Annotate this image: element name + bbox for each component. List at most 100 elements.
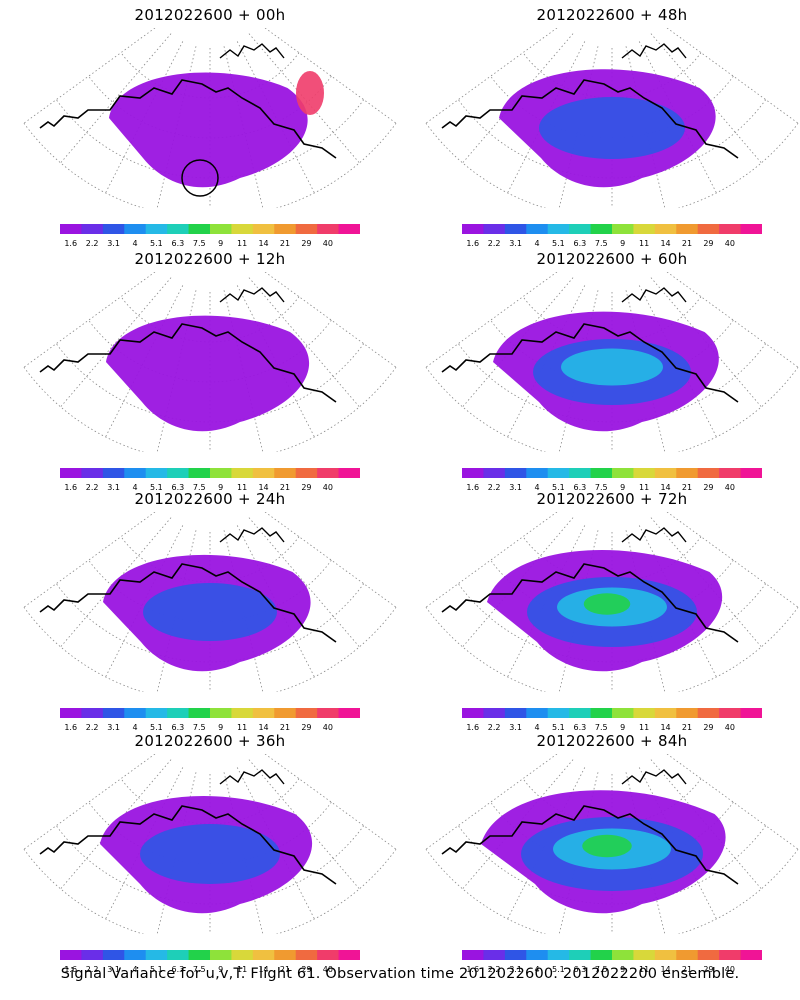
latitude-line — [522, 778, 702, 825]
map-panel: 2012022600 + 84h 1.6 2.2 3.1 4 5.1 6.3 7.5 9 11 14… — [422, 732, 800, 974]
colorbar-swatch — [188, 224, 211, 234]
colorbar-tick-label: 21 — [280, 239, 290, 248]
meridian-line — [666, 272, 799, 368]
observation-circle — [181, 159, 219, 197]
colorbar-tick-label: 7.5 — [595, 239, 608, 248]
meridian-line — [425, 28, 558, 124]
colorbar-swatch — [317, 468, 340, 478]
colorbar-swatch — [590, 224, 613, 234]
colorbar-swatch — [124, 708, 147, 718]
colorbar-tick-label: 40 — [725, 483, 735, 492]
colorbar-tick-label: 3.1 — [107, 483, 120, 492]
map-panel: 2012022600 + 12h 1.6 2.2 3.1 4 5.1 6.3 7.5 9 11 14… — [20, 250, 400, 492]
latitude-line — [522, 296, 702, 343]
map-panel: 2012022600 + 36h 1.6 2.2 3.1 4 5.1 6.3 7.5 9 11 14… — [20, 732, 400, 974]
colorbar-swatch — [145, 224, 168, 234]
colorbar-swatch — [167, 468, 190, 478]
colorbar-swatch — [740, 950, 762, 960]
meridian-line — [23, 272, 156, 368]
colorbar: 1.6 2.2 3.1 4 5.1 6.3 7.5 9 11 14 21 29 40 — [60, 468, 360, 492]
colorbar-tick-label: 3.1 — [509, 483, 522, 492]
colorbar-tick-label: 11 — [237, 723, 247, 732]
colorbar-tick-label: 29 — [301, 965, 311, 974]
colorbar-swatch — [612, 468, 634, 478]
colorbar: 1.6 2.2 3.1 4 5.1 6.3 7.5 9 11 14 21 29 40 — [462, 708, 762, 732]
colorbar-swatch — [102, 708, 125, 718]
variance-region-peak — [582, 834, 632, 858]
colorbar-swatch — [124, 468, 147, 478]
variance-region-high — [561, 348, 663, 386]
coastline — [621, 43, 687, 59]
variance-field — [103, 554, 311, 672]
colorbar-tick-label: 40 — [323, 239, 333, 248]
meridian-line — [666, 512, 799, 608]
colorbar-swatch — [590, 708, 613, 718]
coastline — [621, 769, 687, 785]
colorbar-swatch — [231, 950, 254, 960]
meridian-line — [248, 517, 360, 648]
colorbar-tick-label: 9 — [218, 239, 223, 248]
colorbar-tick-label: 11 — [639, 239, 649, 248]
colorbar-swatch — [740, 224, 762, 234]
colorbar-tick-label: 5.1 — [150, 965, 163, 974]
colorbar-swatch — [295, 708, 318, 718]
colorbar-tick-label: 2.2 — [86, 483, 99, 492]
panel-title: 2012022600 + 60h — [536, 250, 688, 268]
colorbar-swatch — [462, 708, 484, 718]
colorbar-swatch — [504, 950, 527, 960]
colorbar-swatch — [102, 950, 125, 960]
colorbar-swatch — [295, 224, 318, 234]
colorbar-tick-label: 40 — [323, 483, 333, 492]
colorbar-tick-label: 1.6 — [466, 723, 479, 732]
colorbar-swatch — [590, 950, 613, 960]
colorbar-tick-label: 21 — [682, 239, 692, 248]
colorbar-swatch — [252, 950, 275, 960]
variance-region-mid — [143, 583, 277, 641]
variance-region-peak — [583, 593, 631, 615]
colorbar-tick-label: 21 — [682, 723, 692, 732]
colorbar-tick-label: 2.2 — [488, 483, 501, 492]
colorbar-swatch — [740, 468, 762, 478]
colorbar-swatch — [483, 708, 506, 718]
latitude-line — [120, 52, 300, 99]
colorbar-swatch — [654, 224, 677, 234]
colorbar-swatch — [252, 224, 275, 234]
colorbar-swatch — [569, 950, 592, 960]
colorbar-tick-label: 9 — [218, 723, 223, 732]
map-panel: 2012022600 + 72h 1.6 2.2 3.1 4 5.1 6.3 7.5 9 11 14… — [422, 490, 800, 732]
meridian-line — [264, 28, 397, 124]
colorbar-tick-label: 6.3 — [171, 483, 184, 492]
colorbar-swatch — [547, 468, 570, 478]
coastline — [219, 769, 285, 785]
colorbar-swatch — [547, 950, 570, 960]
colorbar-swatch — [102, 224, 125, 234]
meridian-line — [425, 512, 558, 608]
latitude-line — [55, 343, 365, 423]
colorbar-swatch — [483, 468, 506, 478]
colorbar-swatch — [740, 708, 762, 718]
latitude-line — [425, 366, 799, 452]
colorbar-tick-label: 1.6 — [466, 239, 479, 248]
colorbar-tick-label: 7.5 — [193, 239, 206, 248]
colorbar-swatch — [81, 224, 104, 234]
colorbar-tick-label: 3.1 — [107, 723, 120, 732]
colorbar-swatch — [462, 468, 484, 478]
colorbar-swatch — [81, 468, 104, 478]
colorbar-swatch — [81, 950, 104, 960]
map-panel: 2012022600 + 48h 1.6 2.2 3.1 4 5.1 6.3 7.5 9 11 14… — [422, 6, 800, 248]
panel-title: 2012022600 + 84h — [536, 732, 688, 750]
meridian-line — [666, 28, 799, 124]
colorbar-swatch — [124, 950, 147, 960]
latitude-line — [120, 778, 300, 825]
colorbar-swatch — [274, 950, 297, 960]
colorbar-tick-label: 9 — [218, 965, 223, 974]
colorbar-tick-label: 9 — [620, 483, 625, 492]
colorbar-swatch — [338, 468, 360, 478]
colorbar-swatch — [526, 224, 549, 234]
colorbar-tick-label: 7.5 — [193, 723, 206, 732]
latitude-line — [522, 52, 702, 99]
colorbar-swatch — [102, 468, 125, 478]
colorbar-swatch — [317, 708, 340, 718]
variance-field — [106, 315, 310, 432]
meridian-line — [23, 754, 156, 850]
